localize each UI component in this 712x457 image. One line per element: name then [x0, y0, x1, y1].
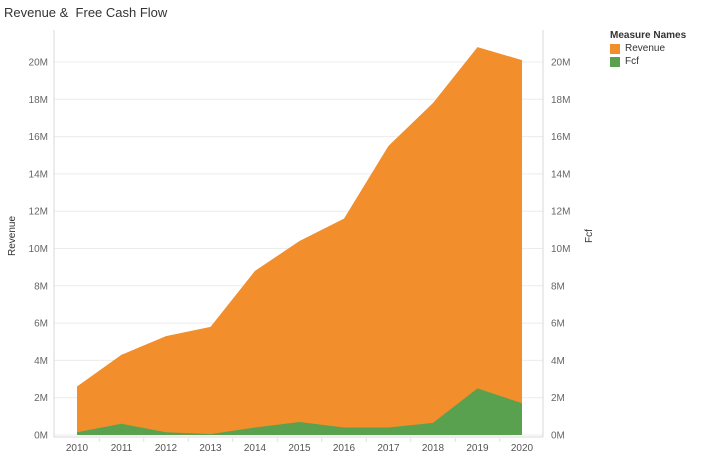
y-tick-left-label: 6M [34, 319, 48, 330]
legend-item-fcf[interactable]: Fcf [610, 55, 686, 68]
y-axis-right-label: Fcf [584, 229, 595, 243]
legend-title: Measure Names [610, 30, 687, 41]
x-tick-label: 2017 [377, 443, 400, 454]
legend-swatch-fcf [610, 56, 620, 67]
series-areas [77, 47, 522, 435]
x-axis-ticks: 2010 2011 2012 2013 2014 2015 2016 2017 2018 2019… [66, 438, 534, 454]
y-tick-left-label: 16M [29, 132, 48, 143]
y-tick-left-label: 10M [29, 244, 48, 255]
axes [53, 30, 544, 438]
legend: Measure Names Revenue Fcf [610, 30, 686, 68]
x-tick-label: 2020 [511, 443, 534, 454]
y-tick-right-label: 16M [551, 132, 570, 143]
y-tick-right-label: 8M [551, 281, 565, 292]
x-tick-label: 2015 [288, 443, 311, 454]
x-tick-label: 2018 [422, 443, 445, 454]
y-tick-right-label: 14M [551, 169, 570, 180]
y-tick-right-label: 0M [551, 431, 565, 442]
y-tick-right-label: 20M [551, 58, 570, 69]
y-tick-right-label: 2M [551, 393, 565, 404]
legend-item-revenue[interactable]: Revenue [610, 42, 686, 55]
y-tick-left-label: 14M [29, 169, 48, 180]
x-tick-label: 2011 [111, 443, 133, 454]
y-tick-left-label: 18M [29, 95, 48, 106]
y-tick-right-label: 10M [551, 244, 570, 255]
legend-label-revenue: Revenue [625, 43, 666, 54]
x-tick-label: 2012 [155, 443, 178, 454]
area-fcf [77, 388, 522, 435]
y-tick-right-label: 18M [551, 95, 570, 106]
y-tick-left-label: 20M [29, 58, 48, 69]
legend-swatch-revenue [610, 43, 620, 54]
x-tick-label: 2014 [244, 443, 267, 454]
area-revenue [77, 47, 522, 435]
y-axis-right-ticks: 0M 2M 4M 6M 8M 10M 12M 14M 16M 18M 20M [551, 58, 570, 442]
y-tick-right-label: 4M [551, 356, 565, 367]
chart-title: Revenue & Free Cash Flow [4, 5, 168, 20]
y-axis-left-ticks: 0M 2M 4M 6M 8M 10M 12M 14M 16M 18M 20M [29, 58, 48, 442]
y-tick-left-label: 0M [34, 431, 48, 442]
x-tick-label: 2019 [466, 443, 489, 454]
y-tick-left-label: 8M [34, 281, 48, 292]
y-tick-right-label: 12M [551, 207, 570, 218]
x-tick-label: 2016 [333, 443, 356, 454]
y-tick-left-label: 2M [34, 393, 48, 404]
x-tick-label: 2013 [199, 443, 222, 454]
y-tick-right-label: 6M [551, 319, 565, 330]
y-tick-left-label: 4M [34, 356, 48, 367]
legend-label-fcf: Fcf [625, 56, 639, 67]
y-axis-left-label: Revenue [7, 216, 18, 256]
x-tick-label: 2010 [66, 443, 89, 454]
y-tick-left-label: 12M [29, 207, 48, 218]
